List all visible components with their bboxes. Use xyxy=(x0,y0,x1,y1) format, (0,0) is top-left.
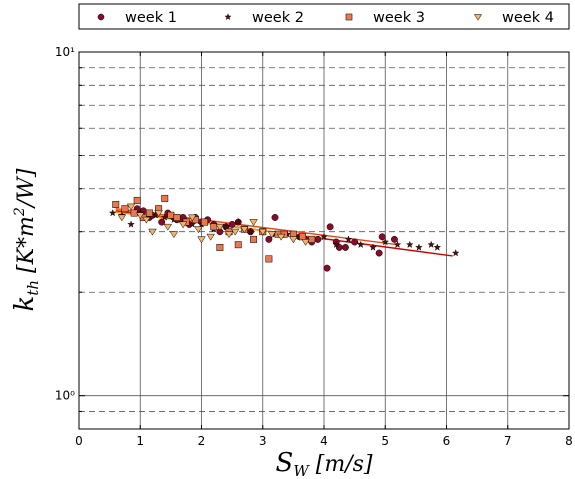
data-point xyxy=(415,243,423,251)
data-point xyxy=(276,233,286,241)
data-point xyxy=(197,236,206,244)
x-tick-label: 0 xyxy=(75,434,83,448)
data-point xyxy=(323,264,331,272)
data-point xyxy=(161,194,169,202)
data-point xyxy=(326,223,334,231)
data-point xyxy=(188,214,197,222)
data-point xyxy=(369,243,377,251)
data-point xyxy=(378,233,386,241)
data-point xyxy=(451,249,460,257)
data-point xyxy=(130,209,138,217)
data-point xyxy=(344,235,353,243)
data-point xyxy=(148,228,157,236)
data-points xyxy=(108,194,460,272)
x-tick-label: 5 xyxy=(381,434,389,448)
data-point xyxy=(405,240,414,248)
grid xyxy=(79,52,569,429)
plot-area: 0 1 2 3 4 5 6 7 8 10⁰ 10¹ xyxy=(55,45,573,448)
legend-label-week-3: week 3 xyxy=(373,10,425,26)
y-tick-label: 10⁰ xyxy=(55,389,75,403)
data-point xyxy=(433,243,442,251)
data-point xyxy=(135,212,145,220)
legend-items: week 1 week 2 week 3 week 4 xyxy=(97,10,554,26)
data-point xyxy=(127,220,135,228)
data-point xyxy=(167,211,175,219)
data-point xyxy=(381,238,390,246)
data-point xyxy=(265,235,273,243)
x-tick-label: 1 xyxy=(136,434,144,448)
data-point xyxy=(332,240,341,248)
data-point xyxy=(154,210,163,217)
y-axis-label: kth [K*m2/W] xyxy=(10,168,42,311)
data-point xyxy=(178,221,188,229)
data-point xyxy=(289,236,298,244)
data-point xyxy=(267,231,277,239)
data-point xyxy=(133,196,141,204)
legend-label-week-1: week 1 xyxy=(125,10,177,26)
data-point xyxy=(206,233,215,241)
legend-label-week-2: week 2 xyxy=(252,10,304,26)
data-point xyxy=(390,235,398,243)
data-point xyxy=(341,243,349,251)
data-point xyxy=(222,222,230,231)
data-point xyxy=(160,213,169,221)
data-point xyxy=(240,226,249,234)
data-point xyxy=(375,249,383,257)
data-point xyxy=(163,223,173,231)
data-point xyxy=(188,220,197,228)
data-point xyxy=(299,233,307,241)
data-point xyxy=(427,240,435,248)
data-point xyxy=(112,201,120,208)
data-point xyxy=(356,240,365,248)
data-point xyxy=(301,239,310,246)
series-week-4 xyxy=(117,203,310,246)
data-point xyxy=(117,214,127,222)
data-point xyxy=(215,223,225,231)
data-point xyxy=(210,223,218,231)
legend-frame xyxy=(78,3,570,30)
data-point xyxy=(314,235,322,243)
data-point xyxy=(108,209,117,217)
data-point xyxy=(216,243,224,251)
data-point xyxy=(201,218,209,226)
data-point xyxy=(234,241,242,249)
x-tick-label: 3 xyxy=(259,434,267,448)
legend-marker-week-1 xyxy=(97,13,105,21)
data-point xyxy=(158,218,166,226)
data-point xyxy=(249,219,258,226)
ticks: 0 1 2 3 4 5 6 7 8 10⁰ 10¹ xyxy=(55,45,573,448)
data-point xyxy=(142,216,151,224)
data-point xyxy=(169,231,179,239)
x-axis-label: SW [m/s] xyxy=(276,448,373,479)
legend-label-week-4: week 4 xyxy=(502,10,554,26)
data-point xyxy=(234,218,243,226)
data-point xyxy=(173,214,181,221)
data-point xyxy=(271,214,279,221)
x-tick-label: 7 xyxy=(504,434,512,448)
data-point xyxy=(126,203,136,211)
data-point xyxy=(246,227,255,235)
legend-marker-week-2 xyxy=(224,13,232,21)
data-point xyxy=(145,209,153,217)
legend: week 1 week 2 week 3 week 4 xyxy=(78,3,570,30)
data-point xyxy=(230,228,240,236)
legend-marker-week-3 xyxy=(345,13,353,21)
y-tick-label: 10¹ xyxy=(55,45,75,59)
data-point xyxy=(265,255,273,263)
data-point xyxy=(250,235,258,243)
x-tick-label: 2 xyxy=(198,434,206,448)
data-point xyxy=(320,232,328,240)
data-point xyxy=(121,205,129,213)
x-tick-label: 4 xyxy=(320,434,328,448)
data-point xyxy=(351,238,359,246)
x-tick-label: 8 xyxy=(565,434,573,448)
data-point xyxy=(224,231,234,239)
data-point xyxy=(194,226,203,234)
data-point xyxy=(393,240,402,248)
legend-marker-week-4 xyxy=(473,14,483,21)
x-tick-label: 6 xyxy=(443,434,451,448)
data-point xyxy=(228,220,236,228)
data-point xyxy=(258,228,268,236)
